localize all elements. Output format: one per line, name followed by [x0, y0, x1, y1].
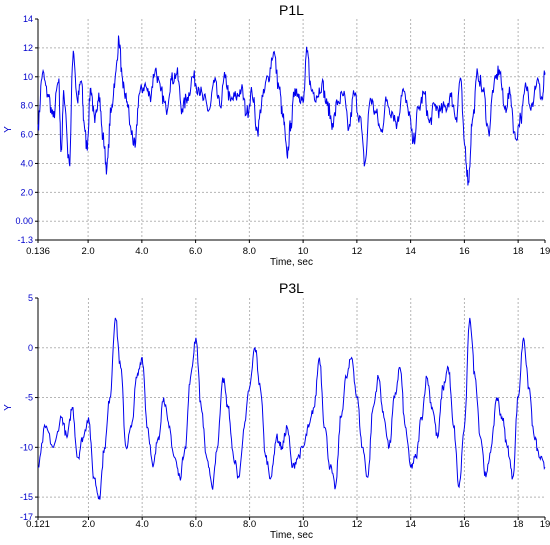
x-tick-label: 2.0	[81, 246, 94, 257]
y-tick-label: 0	[28, 343, 33, 353]
x-tick-label: 8.0	[243, 519, 256, 530]
y-tick-label: 8.0	[20, 101, 33, 111]
x-tick-label: 18	[513, 519, 524, 530]
x-tick-label: 10	[298, 246, 309, 257]
x-tick-label: 4.0	[135, 246, 148, 257]
x-tick-label: 14	[405, 246, 416, 257]
y-tick-label: 2.0	[20, 187, 33, 197]
x-tick-label: 2.0	[82, 519, 95, 530]
x-tick-label: 16	[459, 246, 470, 257]
chart-title: P3L	[279, 280, 304, 296]
y-tick-label: 5	[28, 293, 33, 303]
y-axis-label: Y	[3, 126, 14, 133]
x-tick-label: 19	[540, 519, 550, 530]
x-tick-label: 6.0	[189, 246, 202, 257]
y-tick-label: 4.0	[20, 158, 33, 168]
y-axis-label: Y	[3, 404, 14, 411]
x-tick-label: 4.0	[136, 519, 149, 530]
y-tick-label: -1.3	[17, 235, 33, 245]
y-tick-label: 0.00	[15, 216, 33, 226]
y-tick-label: 14	[23, 14, 33, 24]
y-tick-label: 10	[23, 72, 33, 82]
x-tick-label: 10	[298, 519, 309, 530]
x-tick-label: 16	[459, 519, 470, 530]
x-tick-label: 14	[405, 519, 416, 530]
y-tick-label: 12	[23, 43, 33, 53]
y-tick-label: -15	[20, 492, 33, 502]
x-tick-label: 18	[513, 246, 524, 257]
y-tick-label: 6.0	[20, 130, 33, 140]
y-tick-label: -5	[25, 393, 33, 403]
y-tick-label: -10	[20, 442, 33, 452]
series-line	[37, 35, 546, 186]
chart-p1l: 14 12 10 8.0 6.0 4.0 2.0 0.00 -1.30.136 2.0 4.0 6.0…	[3, 2, 550, 268]
x-axis-label: Time, sec	[270, 530, 313, 541]
x-tick-label: 19	[540, 246, 550, 257]
x-tick-label: 8.0	[243, 246, 256, 257]
x-tick-label: 12	[352, 246, 363, 257]
chart-p3l: 5 0 -5 -10 -15 -170.121 2.0 4.0 6.0 8.0 10 12 14 16 18…	[3, 280, 550, 541]
x-tick-label: 0.136	[26, 246, 50, 257]
y-tick-label: -17	[20, 512, 33, 522]
x-tick-label: 12	[352, 519, 363, 530]
x-axis-label: Time, sec	[270, 257, 313, 268]
series-line	[37, 317, 546, 500]
chart-title: P1L	[279, 2, 304, 18]
x-tick-label: 6.0	[189, 519, 202, 530]
x-tick-label: 0.121	[26, 519, 50, 530]
